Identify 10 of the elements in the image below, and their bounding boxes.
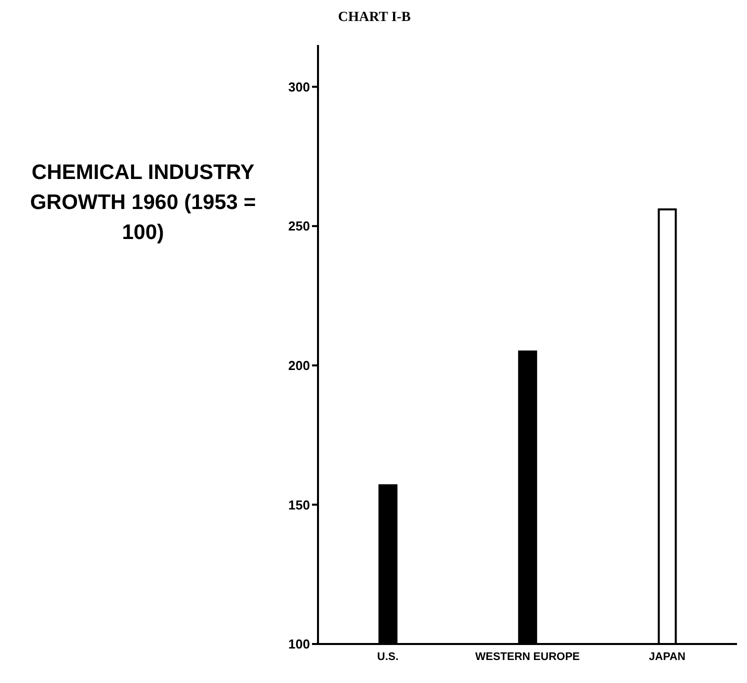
- y-tick-label: 150: [288, 497, 310, 512]
- x-tick-label: WESTERN EUROPE: [475, 650, 580, 663]
- y-tick-label: 200: [288, 358, 310, 374]
- y-tick-label: 100: [288, 636, 310, 652]
- x-tick-label: JAPAN: [648, 650, 686, 663]
- text: CHEMICAL INDUSTRY GROWTH 1960 (1953 = 100): [29, 160, 257, 246]
- y-tick-label: 250: [288, 218, 310, 234]
- y-tick-label: 300: [288, 79, 310, 94]
- chart-title: CHART I-B: [338, 10, 411, 26]
- x-tick-label: U.S.: [377, 650, 399, 663]
